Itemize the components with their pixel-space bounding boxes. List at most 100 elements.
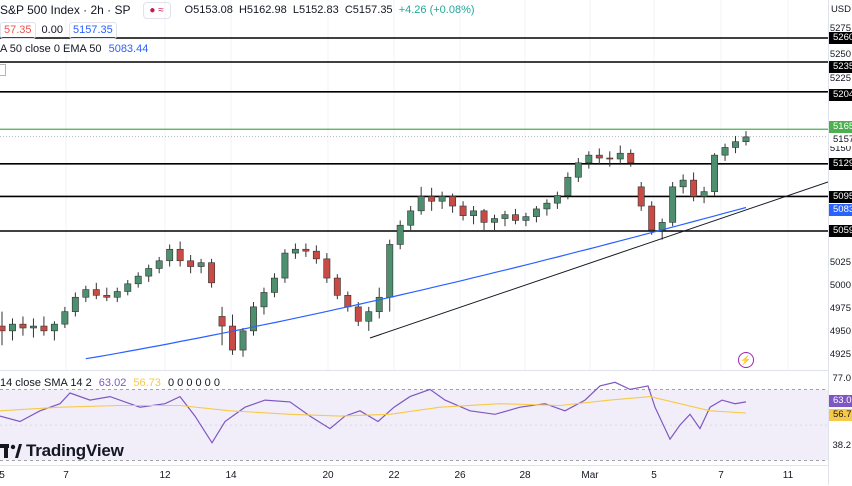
time-tick: 20	[322, 470, 334, 481]
candle-up	[742, 136, 750, 143]
sell-button[interactable]: 57.35	[0, 21, 36, 39]
level-tag-5129[interactable]: 5129	[829, 158, 852, 170]
time-tick: 14	[225, 470, 237, 481]
candle-down	[176, 248, 184, 262]
candle-down	[606, 157, 614, 160]
candle-down	[92, 289, 100, 296]
price-tick: 5250	[829, 49, 851, 60]
candle-up	[553, 195, 561, 204]
time-tick: 5	[0, 470, 5, 481]
current-price-tag[interactable]: 5157	[829, 134, 852, 146]
rsi-value: 63.02	[98, 377, 127, 389]
candle-up	[585, 154, 593, 164]
open-value: O5153.08	[184, 4, 233, 16]
rsi-tag[interactable]: 63.0	[829, 395, 852, 407]
rsi-band	[0, 389, 828, 461]
rsi-sma-value: 56.73	[133, 377, 161, 389]
candle-down	[333, 277, 341, 296]
candle-up	[522, 216, 530, 221]
price-tick: 5275	[829, 23, 851, 34]
time-tick: 11	[782, 470, 794, 481]
level-tag-5204[interactable]: 5204	[829, 89, 852, 101]
candle-down	[344, 295, 352, 308]
time-tick: 5	[651, 470, 657, 481]
candle-down	[428, 196, 436, 202]
candle-up	[271, 277, 278, 293]
buy-button[interactable]: 5157.35	[68, 21, 117, 39]
candle-up	[291, 248, 299, 254]
price-tick: 4925	[829, 349, 851, 360]
candle-up	[417, 196, 425, 212]
candle-up	[438, 196, 446, 202]
level-tag-5059[interactable]: 5059	[829, 225, 852, 237]
ema-tag[interactable]: 5083	[829, 204, 852, 216]
close-value: C5157.35	[344, 4, 393, 16]
candle-up	[239, 330, 247, 351]
trend-line	[369, 181, 828, 339]
time-axis[interactable]: 5 7 12 14 20 22 26 28 Mar 5 7 11	[0, 465, 828, 486]
candle-up	[679, 179, 687, 188]
candle-up	[396, 224, 404, 245]
price-tick: 5225	[829, 73, 851, 84]
candle-down	[312, 250, 320, 260]
candle-up	[61, 311, 69, 325]
time-tick: 7	[63, 470, 69, 481]
high-value: H5162.98	[238, 4, 287, 16]
time-tick: 26	[454, 470, 466, 481]
ema-legend[interactable]: A 50 close 0 EMA 50 5083.44	[0, 43, 148, 55]
time-tick: 12	[159, 470, 171, 481]
rsi-line	[0, 381, 747, 444]
tradingview-logo[interactable]: TradingView	[0, 440, 124, 462]
ema-value: 5083.44	[108, 43, 149, 55]
candle-up	[407, 210, 415, 226]
currency-label: USD	[830, 4, 851, 15]
price-tick: 5000	[829, 280, 851, 291]
candle-up	[574, 162, 582, 178]
candle-up	[197, 262, 205, 267]
candle-down	[354, 306, 362, 322]
candle-up	[711, 154, 719, 192]
rsi-sma-tag[interactable]: 56.7	[829, 409, 852, 421]
ema-50-line	[85, 206, 747, 360]
candle-up	[470, 210, 477, 216]
candle-up	[491, 218, 498, 223]
pane-separator[interactable]	[0, 370, 828, 371]
candle-up	[29, 325, 37, 329]
price-chart[interactable]	[0, 0, 828, 370]
market-status-icon[interactable]: ● ≈	[142, 1, 171, 19]
candle-up	[9, 323, 16, 332]
change-value: +4.26 (+0.08%)	[398, 4, 475, 16]
time-tick: 22	[388, 470, 400, 481]
flash-icon[interactable]: ⚡	[738, 352, 754, 368]
price-tick: 4975	[829, 303, 851, 314]
candle-up	[250, 306, 257, 332]
candle-down	[323, 258, 331, 279]
candle-down	[302, 248, 310, 252]
candle-up	[166, 248, 174, 262]
candle-down	[690, 179, 698, 197]
rsi-extra-values: 0 0 0 0 0 0	[167, 377, 220, 389]
rsi-pane[interactable]	[0, 371, 828, 464]
candle-down	[512, 214, 519, 221]
level-tag-5260[interactable]: 5260	[829, 32, 852, 44]
rsi-label: 14 close SMA 14 2	[0, 377, 92, 389]
candle-up	[71, 296, 79, 312]
candle-up	[281, 252, 289, 279]
candle-up	[134, 275, 142, 285]
price-axis[interactable]: USD 5275 5250 5225 5150 5025 5000 4975 4…	[828, 0, 852, 485]
candle-down	[595, 154, 603, 159]
collapse-legend-button[interactable]	[0, 64, 6, 76]
candle-down	[627, 152, 635, 164]
rsi-legend[interactable]: 14 close SMA 14 2 63.02 56.73 0 0 0 0 0 …	[0, 377, 220, 389]
candle-up	[155, 260, 163, 269]
candle-up	[616, 152, 624, 160]
rsi-sma-line	[0, 396, 747, 417]
candle-down	[0, 325, 6, 332]
candle-up	[532, 208, 540, 217]
ohlc-values: O5153.08 H5162.98 L5152.83 C5157.35 +4.2…	[185, 4, 475, 16]
candle-down	[187, 260, 195, 267]
symbol-title[interactable]: S&P 500 Index · 2h · SP	[0, 3, 131, 17]
